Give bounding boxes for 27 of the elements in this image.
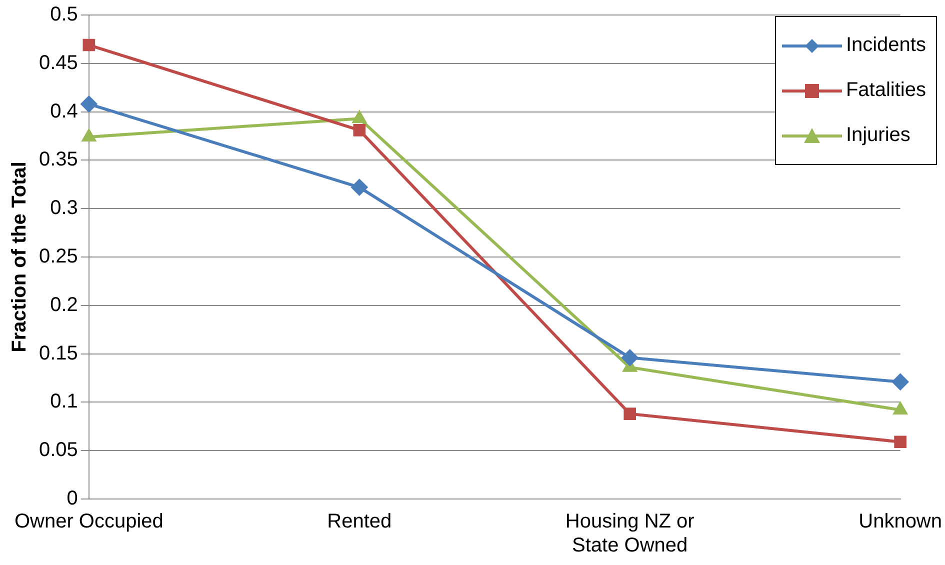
point [82,38,96,52]
point [894,436,906,448]
legend-label: Incidents [846,34,926,57]
point [80,96,98,113]
y-tick-label: 0.45 [38,52,78,74]
point [350,178,368,196]
legend-label: Fatalities [846,79,926,102]
y-tick-label: 0 [66,488,78,510]
legend-label: Injuries [846,124,910,147]
x-tick-label: Unknown [858,510,942,533]
x-tick-label: Rented [327,510,392,533]
y-tick-label: 0.3 [50,197,78,220]
point [624,408,636,420]
point [892,373,909,390]
y-tick-label: 0.05 [38,439,78,462]
y-tick-label: 0.5 [50,4,78,26]
point [353,124,366,136]
point [621,349,638,366]
y-axis-title: Fraction of the Total [8,162,31,352]
y-tick-label: 0.35 [38,148,78,171]
y-tick-label: 0.2 [50,294,78,316]
x-tick-label: Owner Occupied [14,510,164,533]
y-tick-label: 0.15 [38,342,78,364]
y-tick-label: 0.25 [38,246,78,268]
x-tick-label: Housing NZ or State Owned [565,510,695,557]
y-tick-label: 0.1 [50,390,78,413]
y-tick-label: 0.4 [50,100,78,122]
